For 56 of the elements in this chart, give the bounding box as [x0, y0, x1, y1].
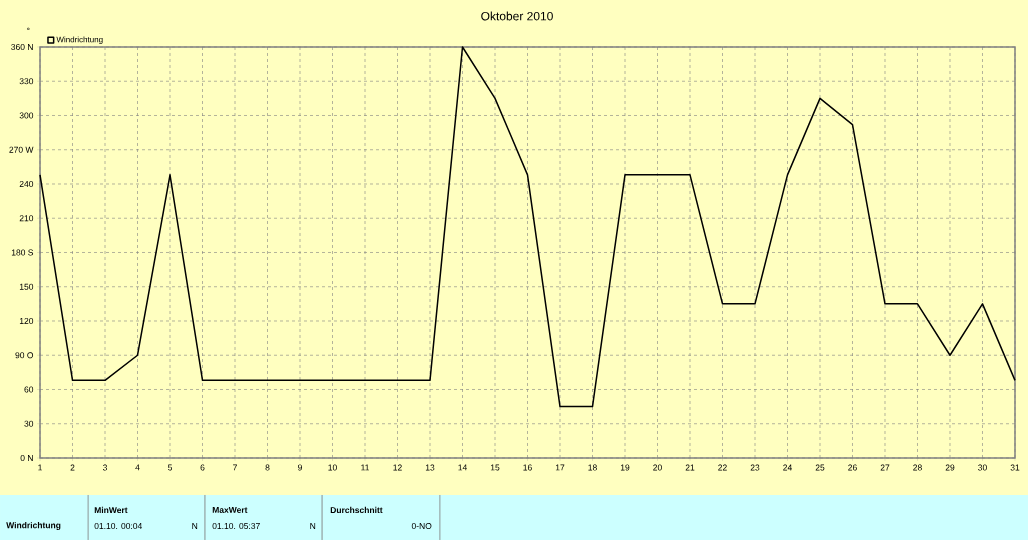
x-tick-label: 18 — [588, 464, 597, 471]
x-tick-label: 28 — [913, 464, 922, 471]
text: N — [192, 522, 198, 529]
x-tick-label: 12 — [393, 464, 402, 471]
text: 01.10. 00:04 — [94, 522, 143, 529]
x-tick-label: 2 — [70, 464, 75, 471]
x-tick-label: 17 — [555, 464, 565, 471]
y-tick-label: 120 — [19, 317, 34, 324]
text: 01.10. 05:37 — [212, 522, 260, 529]
y-tick-label: 210 — [19, 215, 34, 222]
y-tick-label: 90 O — [15, 352, 34, 359]
text: Windrichtung — [6, 521, 61, 530]
x-tick-label: 8 — [265, 464, 270, 471]
y-tick-label: 360 N — [11, 43, 33, 50]
y-tick-label: 180 S — [11, 249, 34, 256]
y-tick-label: 270 W — [9, 146, 34, 153]
y-tick-label: 330 — [19, 78, 34, 85]
text: 0-NO — [411, 522, 432, 529]
x-tick-label: 4 — [135, 464, 140, 471]
x-tick-label: 5 — [167, 464, 173, 471]
x-tick-label: 25 — [815, 464, 825, 471]
x-tick-label: 11 — [361, 464, 370, 471]
x-tick-label: 19 — [620, 464, 630, 471]
chart-title: Oktober 2010 — [481, 11, 553, 21]
y-tick-label: 240 — [19, 180, 34, 187]
y-tick-label: 0 N — [20, 454, 33, 461]
x-tick-label: 16 — [523, 464, 532, 471]
x-tick-label: 24 — [783, 464, 792, 471]
x-tick-label: 13 — [425, 464, 435, 471]
x-tick-label: 1 — [38, 464, 42, 471]
x-tick-label: 3 — [102, 464, 108, 471]
y-tick-label: 60 — [24, 386, 34, 393]
x-tick-label: 10 — [328, 464, 337, 471]
x-tick-label: 7 — [233, 464, 237, 471]
x-tick-label: 6 — [200, 464, 205, 471]
x-tick-label: 23 — [750, 464, 760, 471]
x-tick-label: 22 — [718, 464, 727, 471]
x-tick-label: 27 — [880, 464, 890, 471]
text: MinWert — [94, 506, 128, 513]
legend-label: Windrichtung — [56, 36, 103, 44]
x-tick-label: 31 — [1010, 464, 1020, 471]
x-tick-label: 30 — [978, 464, 987, 471]
y-tick-label: 30 — [24, 420, 34, 427]
text: MaxWert — [212, 506, 248, 513]
x-tick-label: 15 — [490, 464, 500, 471]
x-tick-label: 29 — [945, 464, 955, 471]
y-axis-title: ° — [27, 27, 30, 30]
text: Durchschnitt — [330, 506, 383, 513]
text: N — [310, 522, 316, 529]
x-tick-label: 9 — [298, 464, 302, 471]
x-tick-label: 21 — [685, 464, 695, 471]
y-tick-label: 150 — [19, 283, 34, 290]
y-tick-label: 300 — [19, 112, 34, 119]
x-tick-label: 26 — [848, 464, 857, 471]
x-tick-label: 14 — [458, 464, 467, 471]
x-tick-label: 20 — [653, 464, 662, 471]
